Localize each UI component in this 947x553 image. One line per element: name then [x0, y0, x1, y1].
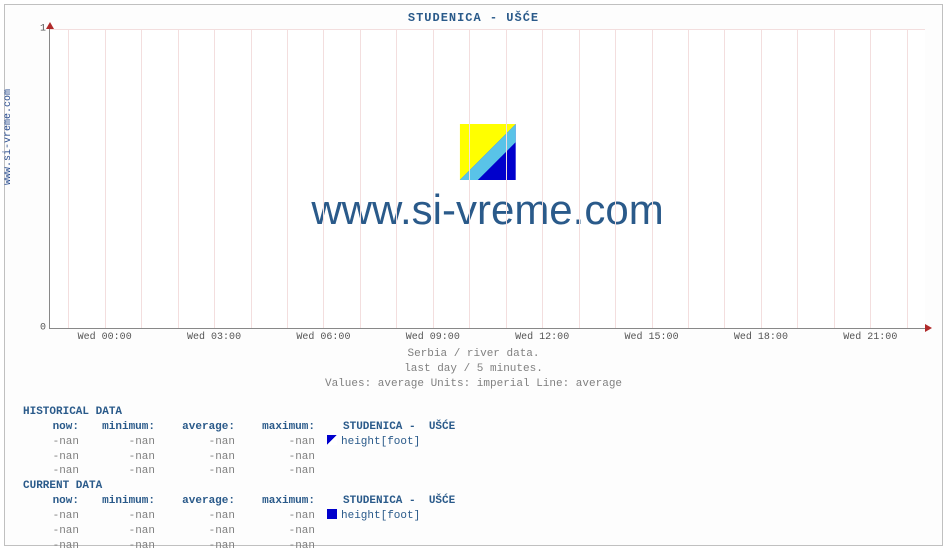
cell-now: -nan — [23, 539, 83, 553]
cell-label: height[foot] — [319, 435, 420, 450]
cell-max: -nan — [239, 509, 319, 524]
cell-min: -nan — [83, 464, 159, 479]
col-now: now — [23, 494, 83, 509]
gridline-v — [360, 29, 361, 328]
gridline-v — [68, 29, 69, 328]
cell-min: -nan — [83, 539, 159, 553]
cell-min: -nan — [83, 524, 159, 539]
table-row: -nan-nan-nan-nan — [23, 539, 455, 553]
gridline-v — [433, 29, 434, 328]
col-series: STUDENICA - UŠĆE — [319, 420, 455, 435]
cell-label: height[foot] — [319, 509, 420, 524]
gridline-v — [105, 29, 106, 328]
cell-max: -nan — [239, 435, 319, 450]
side-link[interactable]: www.si-vreme.com — [3, 89, 14, 185]
data-tables: HISTORICAL DATAnowminimumaveragemaximumS… — [23, 405, 455, 553]
gridline-v — [396, 29, 397, 328]
watermark: www.si-vreme.com — [311, 124, 663, 234]
chart-plot: www.si-vreme.com 01Wed 00:00Wed 03:00Wed… — [49, 29, 925, 329]
gridline-v — [761, 29, 762, 328]
gridline-v — [688, 29, 689, 328]
x-tick-label: Wed 00:00 — [78, 332, 132, 343]
col-avg: average — [159, 494, 239, 509]
col-min: minimum — [83, 420, 159, 435]
table-row: -nan-nan-nan-nan — [23, 464, 455, 479]
y-tick-label: 0 — [40, 323, 46, 334]
gridline-v — [506, 29, 507, 328]
plot-area: www.si-vreme.com 01Wed 00:00Wed 03:00Wed… — [49, 29, 925, 329]
side-link-anchor[interactable]: www.si-vreme.com — [3, 89, 14, 185]
x-tick-label: Wed 12:00 — [515, 332, 569, 343]
cell-min: -nan — [83, 509, 159, 524]
table-row: -nan-nan-nan-nanheight[foot] — [23, 435, 455, 450]
gridline-h — [50, 29, 925, 30]
cell-now: -nan — [23, 509, 83, 524]
gridline-v — [615, 29, 616, 328]
watermark-logo-icon — [460, 124, 516, 180]
x-tick-label: Wed 15:00 — [625, 332, 679, 343]
table-header-row: nowminimumaveragemaximumSTUDENICA - UŠĆE — [23, 494, 455, 509]
x-axis-arrow-icon — [925, 324, 932, 332]
table-row: -nan-nan-nan-nan — [23, 524, 455, 539]
cell-now: -nan — [23, 524, 83, 539]
gridline-v — [251, 29, 252, 328]
gridline-v — [178, 29, 179, 328]
cell-max: -nan — [239, 450, 319, 465]
gridline-v — [870, 29, 871, 328]
chart-title: STUDENICA - UŠĆE — [5, 11, 942, 25]
col-max: maximum — [239, 420, 319, 435]
gridline-v — [579, 29, 580, 328]
gridline-v — [323, 29, 324, 328]
cell-now: -nan — [23, 435, 83, 450]
x-tick-label: Wed 21:00 — [843, 332, 897, 343]
chart-subtitle: Serbia / river data. last day / 5 minute… — [5, 347, 942, 392]
col-avg: average — [159, 420, 239, 435]
y-axis-arrow-icon — [46, 22, 54, 29]
cell-avg: -nan — [159, 509, 239, 524]
y-tick-label: 1 — [40, 24, 46, 35]
col-min: minimum — [83, 494, 159, 509]
col-now: now — [23, 420, 83, 435]
cell-avg: -nan — [159, 435, 239, 450]
table-section-title: CURRENT DATA — [23, 479, 455, 494]
gridline-v — [542, 29, 543, 328]
table-row: -nan-nan-nan-nanheight[foot] — [23, 509, 455, 524]
gridline-v — [797, 29, 798, 328]
table-section-title: HISTORICAL DATA — [23, 405, 455, 420]
subtitle-line-2: last day / 5 minutes. — [5, 362, 942, 377]
cell-max: -nan — [239, 524, 319, 539]
watermark-text: www.si-vreme.com — [311, 186, 663, 234]
cell-avg: -nan — [159, 524, 239, 539]
x-tick-label: Wed 03:00 — [187, 332, 241, 343]
subtitle-line-3: Values: average Units: imperial Line: av… — [5, 377, 942, 392]
cell-now: -nan — [23, 450, 83, 465]
x-tick-label: Wed 09:00 — [406, 332, 460, 343]
gridline-v — [469, 29, 470, 328]
x-tick-label: Wed 18:00 — [734, 332, 788, 343]
x-tick-label: Wed 06:00 — [296, 332, 350, 343]
gridline-v — [652, 29, 653, 328]
legend-swatch-icon — [327, 509, 337, 519]
gridline-v — [907, 29, 908, 328]
cell-avg: -nan — [159, 539, 239, 553]
cell-min: -nan — [83, 435, 159, 450]
legend-swatch-icon — [327, 435, 337, 445]
cell-max: -nan — [239, 539, 319, 553]
gridline-v — [834, 29, 835, 328]
table-row: -nan-nan-nan-nan — [23, 450, 455, 465]
gridline-v — [287, 29, 288, 328]
col-max: maximum — [239, 494, 319, 509]
gridline-v — [141, 29, 142, 328]
col-series: STUDENICA - UŠĆE — [319, 494, 455, 509]
gridline-v — [724, 29, 725, 328]
chart-frame: www.si-vreme.com STUDENICA - UŠĆE www.si… — [4, 4, 943, 546]
cell-min: -nan — [83, 450, 159, 465]
subtitle-line-1: Serbia / river data. — [5, 347, 942, 362]
cell-max: -nan — [239, 464, 319, 479]
cell-now: -nan — [23, 464, 83, 479]
gridline-v — [214, 29, 215, 328]
cell-avg: -nan — [159, 464, 239, 479]
cell-avg: -nan — [159, 450, 239, 465]
table-header-row: nowminimumaveragemaximumSTUDENICA - UŠĆE — [23, 420, 455, 435]
